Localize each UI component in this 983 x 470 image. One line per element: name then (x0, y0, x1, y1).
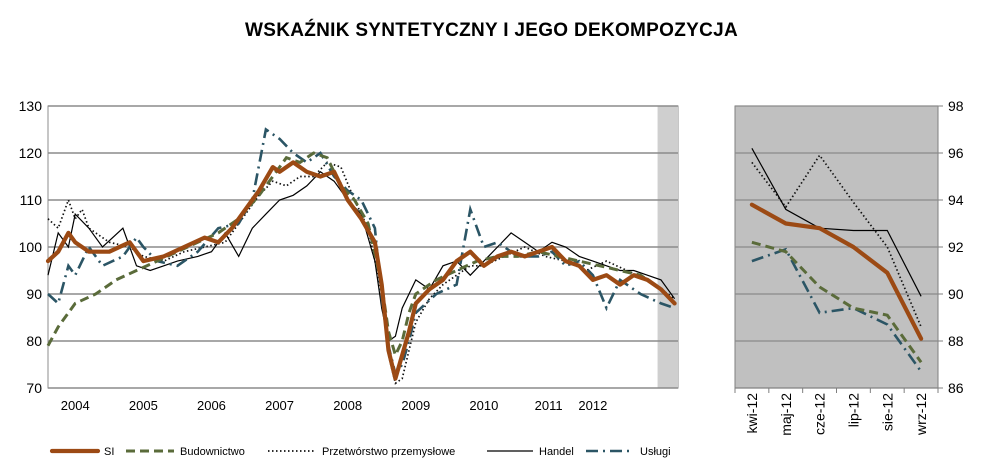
chart-title: WSKAŹNIK SYNTETYCZNY I JEGO DEKOMPOZYCJA (244, 20, 739, 41)
left-x-year-label: 2008 (333, 398, 362, 413)
right-x-category-label: kwi-12 (744, 393, 760, 434)
right-x-category-label: lip-12 (845, 393, 861, 427)
right-y-tick-label: 94 (948, 192, 964, 208)
left-series-uslugi (47, 127, 676, 377)
left-chart: 70 80 90 100 110 120 130 2004 2005 2006 2007 2008 20… (19, 98, 679, 413)
left-series-si (45, 160, 677, 381)
left-y-tick-label: 100 (19, 239, 43, 255)
legend: SI Budownictwo Przetwórstwo przemysłowe Han… (49, 446, 671, 458)
legend-label-przetworstwo-przemyslowe: Przetwórstwo przemysłowe (322, 446, 455, 458)
right-x-category-label: cze-12 (812, 393, 828, 435)
right-y-tick-label: 96 (948, 145, 964, 161)
left-y-tick-label: 130 (19, 98, 43, 114)
right-y-tick-label: 92 (948, 239, 964, 255)
right-y-tick-label: 86 (948, 380, 964, 396)
legend-label-budownictwo: Budownictwo (180, 446, 245, 458)
right-series-budownictwo (751, 240, 923, 364)
left-x-year-label: 2005 (129, 398, 158, 413)
left-x-year-label: 2010 (469, 398, 498, 413)
left-y-tick-label: 110 (20, 192, 43, 208)
left-x-year-label: 2007 (265, 398, 294, 413)
right-y-tick-label: 98 (948, 98, 964, 114)
right-series-si (749, 202, 924, 341)
right-x-category-label: sie-12 (879, 393, 895, 431)
left-x-year-label: 2006 (197, 398, 226, 413)
legend-label-handel: Handel (539, 446, 574, 458)
left-x-year-label: 2009 (401, 398, 430, 413)
right-x-category-label: wrz-12 (913, 393, 929, 436)
right-chart: 86 88 90 92 94 96 98 kwi-12 maj-12 cze-12 lip-12 si… (734, 98, 964, 436)
right-y-tick-label: 90 (948, 286, 964, 302)
left-y-tick-label: 70 (26, 380, 42, 396)
left-series-handel (47, 171, 676, 343)
left-y-tick-label: 80 (26, 333, 42, 349)
legend-label-uslugi: Usługi (640, 446, 671, 458)
left-x-year-label: 2011 (535, 398, 563, 413)
right-x-category-label: maj-12 (778, 393, 794, 436)
left-y-tick-label: 120 (19, 145, 43, 161)
left-y-tick-label: 90 (26, 286, 42, 302)
left-series-budownictwo (46, 151, 676, 360)
right-y-tick-label: 88 (948, 333, 964, 349)
left-x-year-label: 2012 (578, 398, 607, 413)
right-series-handel (751, 148, 922, 297)
left-x-year-label: 2004 (61, 398, 90, 413)
legend-label-si: SI (104, 446, 114, 458)
